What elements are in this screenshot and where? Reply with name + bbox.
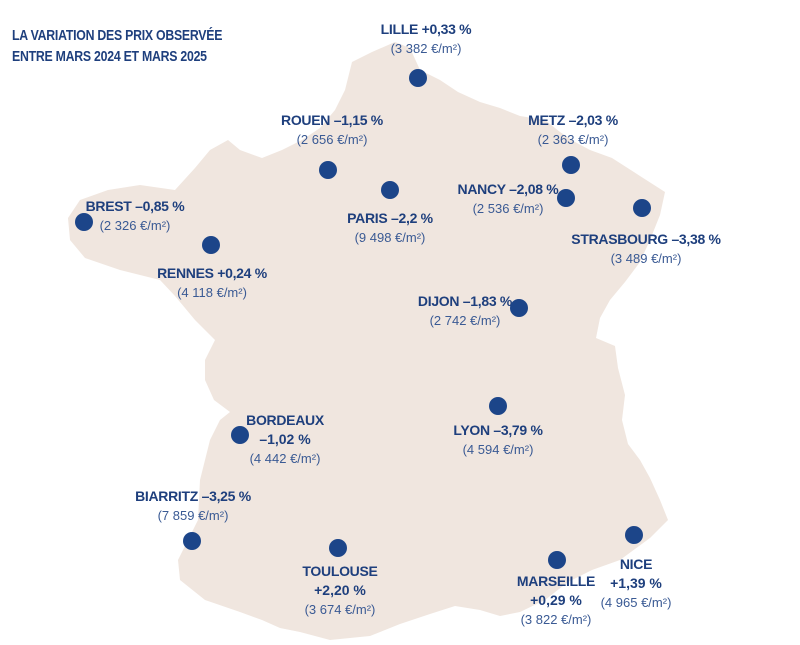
city-change: +0,29 % — [530, 592, 582, 608]
city-price: (2 656 €/m²) — [296, 132, 368, 147]
city-label-toulouse: TOULOUSE +2,20 % (3 674 €/m²) — [302, 562, 377, 619]
city-change: +1,39 % — [610, 575, 662, 591]
city-label-nice: NICE +1,39 % (4 965 €/m²) — [601, 555, 672, 612]
city-name: STRASBOURG –3,38 % — [571, 231, 721, 247]
city-name: BIARRITZ –3,25 % — [135, 488, 251, 504]
city-price: (3 382 €/m²) — [390, 41, 462, 56]
city-label-lyon: LYON –3,79 % (4 594 €/m²) — [453, 421, 543, 459]
city-name: ROUEN –1,15 % — [281, 112, 383, 128]
city-dot-metz[interactable] — [562, 156, 580, 174]
city-dot-nice[interactable] — [625, 526, 643, 544]
city-name: MARSEILLE — [516, 573, 596, 589]
city-price: (4 594 €/m²) — [462, 442, 534, 457]
city-label-paris: PARIS –2,2 % (9 498 €/m²) — [347, 209, 433, 247]
city-label-strasbourg: STRASBOURG –3,38 % (3 489 €/m²) — [571, 230, 721, 268]
city-dot-dijon[interactable] — [510, 299, 528, 317]
title-line-1: LA VARIATION DES PRIX OBSERVÉE — [12, 27, 223, 44]
city-price: (2 363 €/m²) — [537, 132, 609, 147]
city-price: (3 489 €/m²) — [610, 251, 682, 266]
city-name: NANCY –2,08 % — [457, 181, 559, 197]
city-dot-rouen[interactable] — [319, 161, 337, 179]
city-name: DIJON –1,83 % — [417, 293, 513, 309]
city-label-metz: METZ –2,03 % (2 363 €/m²) — [528, 111, 618, 149]
city-price: (9 498 €/m²) — [354, 230, 426, 245]
city-label-biarritz: BIARRITZ –3,25 % (7 859 €/m²) — [135, 487, 251, 525]
city-dot-bordeaux[interactable] — [231, 426, 249, 444]
city-dot-marseille[interactable] — [548, 551, 566, 569]
city-dot-paris[interactable] — [381, 181, 399, 199]
city-label-brest: BREST –0,85 % (2 326 €/m²) — [86, 197, 185, 235]
city-dot-strasbourg[interactable] — [633, 199, 651, 217]
city-price: (4 442 €/m²) — [249, 451, 321, 466]
city-name: RENNES +0,24 % — [157, 265, 267, 281]
title-line-2: ENTRE MARS 2024 ET MARS 2025 — [12, 48, 207, 65]
city-change: –1,02 % — [259, 431, 311, 447]
city-name: LYON –3,79 % — [453, 422, 543, 438]
city-price: (7 859 €/m²) — [157, 508, 229, 523]
map-title: LA VARIATION DES PRIX OBSERVÉE ENTRE MAR… — [12, 25, 222, 67]
city-dot-nancy[interactable] — [557, 189, 575, 207]
city-price: (3 822 €/m²) — [520, 612, 592, 627]
city-dot-lille[interactable] — [409, 69, 427, 87]
city-label-marseille: MARSEILLE +0,29 % (3 822 €/m²) — [516, 572, 596, 629]
city-name: BREST –0,85 % — [85, 198, 185, 214]
city-label-nancy: NANCY –2,08 % (2 536 €/m²) — [458, 180, 559, 218]
city-name: PARIS –2,2 % — [347, 210, 433, 226]
city-dot-biarritz[interactable] — [183, 532, 201, 550]
city-label-lille: LILLE +0,33 % (3 382 €/m²) — [381, 20, 472, 58]
city-dot-toulouse[interactable] — [329, 539, 347, 557]
city-name: LILLE +0,33 % — [380, 21, 472, 37]
city-price: (4 965 €/m²) — [600, 595, 672, 610]
city-name: NICE — [619, 556, 653, 572]
france-outline — [68, 42, 668, 640]
city-name: METZ –2,03 % — [528, 112, 618, 128]
city-label-rouen: ROUEN –1,15 % (2 656 €/m²) — [281, 111, 383, 149]
city-dot-brest[interactable] — [75, 213, 93, 231]
city-dot-lyon[interactable] — [489, 397, 507, 415]
city-label-rennes: RENNES +0,24 % (4 118 €/m²) — [157, 264, 267, 302]
city-name: BORDEAUX — [246, 412, 324, 428]
city-price: (2 742 €/m²) — [429, 313, 501, 328]
city-label-bordeaux: BORDEAUX –1,02 % (4 442 €/m²) — [246, 411, 324, 468]
city-price: (4 118 €/m²) — [177, 285, 247, 300]
city-price: (2 326 €/m²) — [99, 218, 171, 233]
city-label-dijon: DIJON –1,83 % (2 742 €/m²) — [418, 292, 512, 330]
city-price: (3 674 €/m²) — [304, 602, 376, 617]
city-change: +2,20 % — [314, 582, 366, 598]
city-dot-rennes[interactable] — [202, 236, 220, 254]
city-price: (2 536 €/m²) — [472, 201, 544, 216]
city-name: TOULOUSE — [302, 563, 378, 579]
